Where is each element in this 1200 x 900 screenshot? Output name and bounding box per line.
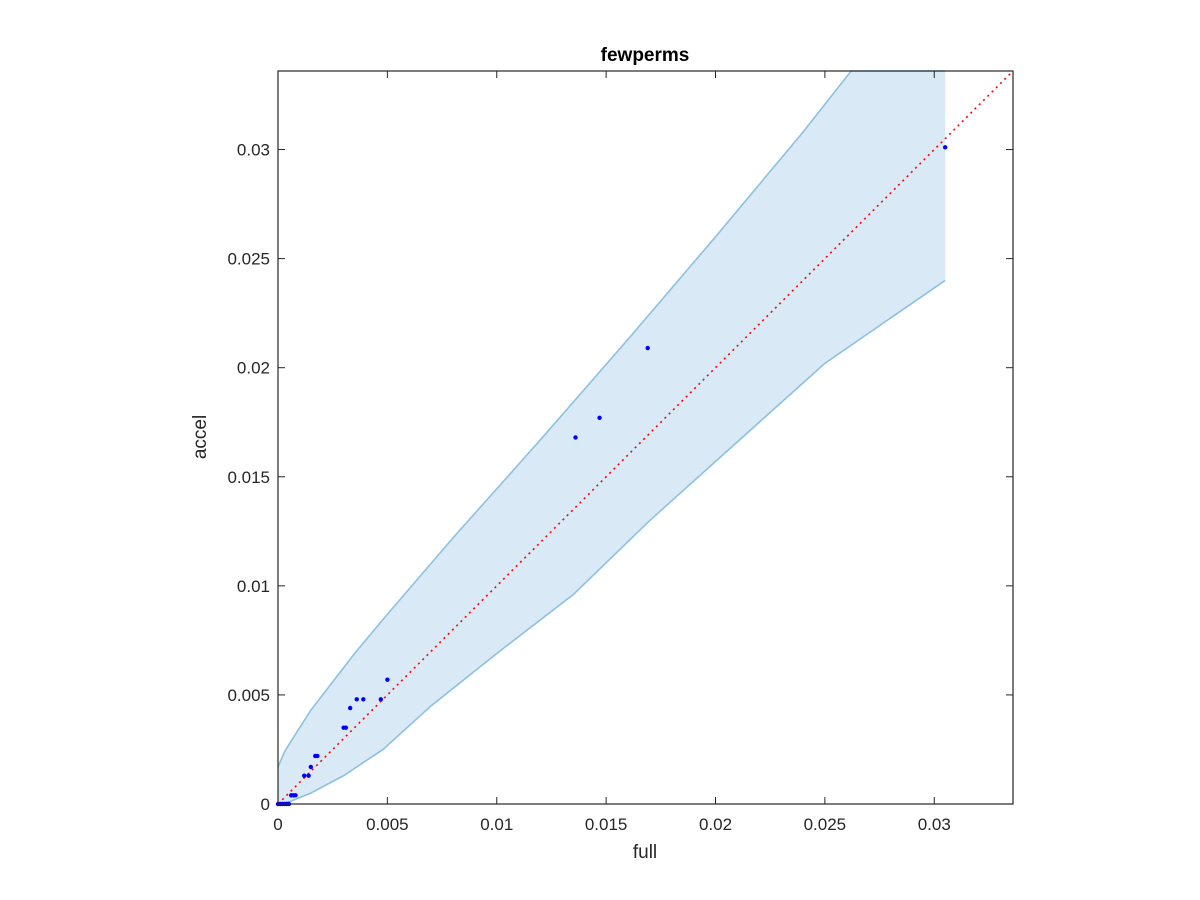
data-point — [293, 793, 298, 798]
y-tick-label: 0.005 — [227, 686, 270, 705]
y-axis-label: accel — [190, 415, 211, 459]
x-tick-label: 0.01 — [480, 815, 513, 834]
x-tick-label: 0.025 — [804, 815, 847, 834]
x-tick-label: 0 — [273, 815, 282, 834]
data-point — [645, 345, 650, 351]
data-point — [597, 415, 602, 421]
identity-line — [277, 70, 1014, 805]
y-tick-label: 0.02 — [237, 359, 270, 378]
y-tick-label: 0.01 — [237, 577, 270, 596]
band-lower-line — [277, 279, 946, 805]
plot-area-box — [277, 70, 1014, 805]
data-point — [306, 773, 311, 778]
x-axis-label: full — [633, 842, 657, 863]
data-point — [343, 725, 349, 730]
band-upper-line — [277, 70, 946, 768]
x-tick-label: 0.015 — [585, 815, 628, 834]
data-point — [315, 753, 320, 759]
data-point — [385, 677, 390, 682]
x-tick-label: 0.005 — [366, 815, 409, 834]
y-tick-label: 0.015 — [227, 468, 270, 487]
data-point — [308, 764, 314, 770]
confidence-band — [278, 71, 946, 804]
chart-title: fewperms — [601, 45, 690, 66]
data-point — [347, 705, 353, 711]
data-point — [361, 697, 366, 702]
y-tick-label: 0.025 — [227, 250, 270, 269]
data-point — [354, 697, 359, 702]
data-point — [378, 697, 384, 702]
x-tick-label: 0.03 — [918, 815, 951, 834]
x-tick-label: 0.02 — [699, 815, 732, 834]
y-tick-label: 0.03 — [237, 141, 270, 160]
data-point — [942, 145, 948, 150]
data-point — [573, 435, 578, 440]
data-point — [302, 773, 307, 778]
y-tick-label: 0 — [261, 795, 270, 814]
